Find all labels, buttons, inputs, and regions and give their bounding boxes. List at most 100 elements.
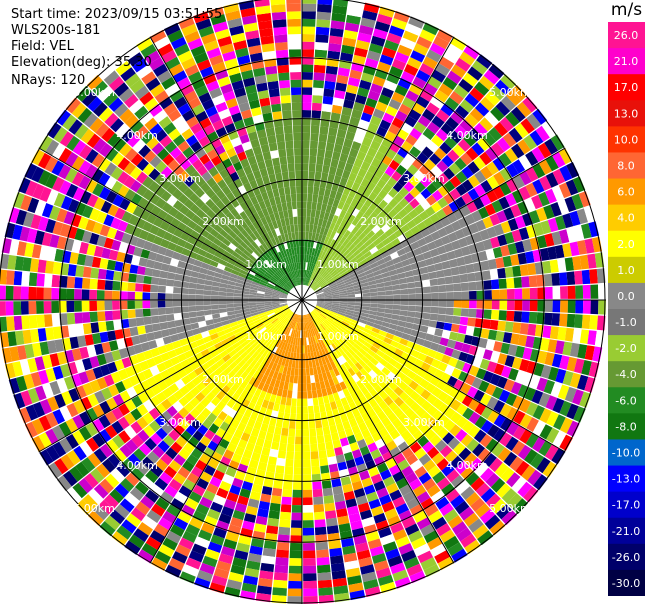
radar-gate (455, 359, 466, 371)
radar-gate (302, 117, 311, 126)
radar-gate (240, 415, 250, 425)
radar-gate (344, 370, 352, 379)
radar-gate (303, 550, 316, 559)
radar-gate (124, 399, 137, 412)
radar-gate (364, 217, 373, 227)
radar-gate (345, 340, 353, 349)
radar-gate (321, 331, 327, 340)
radar-gate (207, 345, 217, 354)
azimuth-line (149, 299, 303, 564)
radar-gate (400, 37, 416, 50)
radar-gate (456, 333, 466, 343)
radar-gate (363, 524, 378, 535)
radar-gate (276, 219, 282, 228)
radar-gate (278, 380, 285, 390)
radar-gate (220, 316, 229, 322)
radar-gate (71, 373, 82, 388)
radar-gate (293, 216, 298, 225)
radar-gate (480, 393, 492, 406)
radar-gate (347, 302, 356, 306)
radar-gate (291, 313, 296, 321)
radar-gate (298, 262, 301, 270)
radar-gate (507, 493, 523, 509)
radar-gate (409, 504, 424, 517)
radar-gate (567, 285, 576, 299)
radar-gate (364, 324, 373, 331)
radar-gate (264, 332, 272, 340)
radar-gate (386, 482, 399, 494)
radar-gate (275, 261, 282, 270)
radar-gate (308, 405, 314, 414)
radar-gate (302, 148, 310, 156)
radar-gate (373, 133, 385, 144)
radar-gate (478, 206, 490, 219)
radar-gate (289, 56, 301, 65)
radar-gate (227, 314, 236, 320)
radar-gate (145, 489, 160, 503)
radar-gate (97, 268, 107, 280)
radar-gate (253, 420, 263, 431)
radar-gate (110, 118, 124, 133)
radar-gate (479, 117, 494, 132)
radar-gate (357, 255, 366, 263)
radar-gate (467, 188, 480, 201)
radar-gate (188, 491, 202, 504)
radar-gate (339, 177, 348, 187)
radar-gate (205, 402, 216, 413)
radar-gate (172, 551, 188, 564)
radar-gate (318, 349, 324, 358)
radar-gate (462, 420, 475, 434)
radar-gate (476, 54, 493, 69)
radar-gate (338, 288, 347, 292)
radar-gate (238, 102, 251, 113)
radar-gate (364, 207, 374, 217)
radar-gate (220, 83, 233, 95)
radar-gate (557, 199, 570, 215)
radar-gate (278, 226, 284, 235)
radar-gate (230, 208, 240, 218)
radar-gate (222, 270, 231, 277)
radar-gate (266, 166, 275, 176)
radar-gate (263, 478, 274, 488)
radar-gate (351, 141, 362, 151)
radar-gate (24, 343, 35, 359)
radar-gate (440, 103, 455, 117)
radar-gate (399, 283, 408, 290)
radar-gate (438, 284, 447, 293)
radar-gate (195, 85, 209, 97)
radar-gate (498, 389, 511, 403)
radar-gate (545, 395, 558, 411)
colorbar-tick-label: 2.0 (617, 238, 635, 251)
radar-gate (202, 335, 212, 344)
radar-gate (452, 144, 466, 157)
radar-gate (547, 217, 559, 233)
radar-gate (184, 391, 195, 402)
radar-gate (302, 444, 310, 452)
radar-gate (324, 319, 332, 326)
radar-gate (378, 390, 389, 401)
radar-gate (316, 427, 324, 436)
radar-gate (527, 263, 537, 276)
radar-gate (112, 290, 120, 300)
radar-gate (115, 60, 132, 76)
radar-gate (328, 463, 339, 473)
radar-gate (423, 564, 440, 578)
radar-gate (371, 266, 380, 273)
radar-gate (184, 413, 196, 425)
radar-gate (539, 247, 550, 261)
radar-gate (174, 211, 185, 222)
radar-gate (262, 151, 272, 161)
radar-gate (223, 499, 237, 510)
radar-gate (327, 173, 335, 183)
radar-gate (99, 443, 113, 458)
radar-gate (281, 276, 288, 284)
radar-gate (160, 263, 170, 272)
radar-gate (286, 240, 291, 249)
radar-gate (213, 224, 223, 233)
radar-gate (210, 290, 219, 296)
radar-gate (189, 317, 198, 324)
radar-gate (316, 11, 331, 21)
radar-gate (544, 444, 559, 461)
radar-gate (222, 473, 234, 485)
radar-gate (221, 274, 230, 281)
